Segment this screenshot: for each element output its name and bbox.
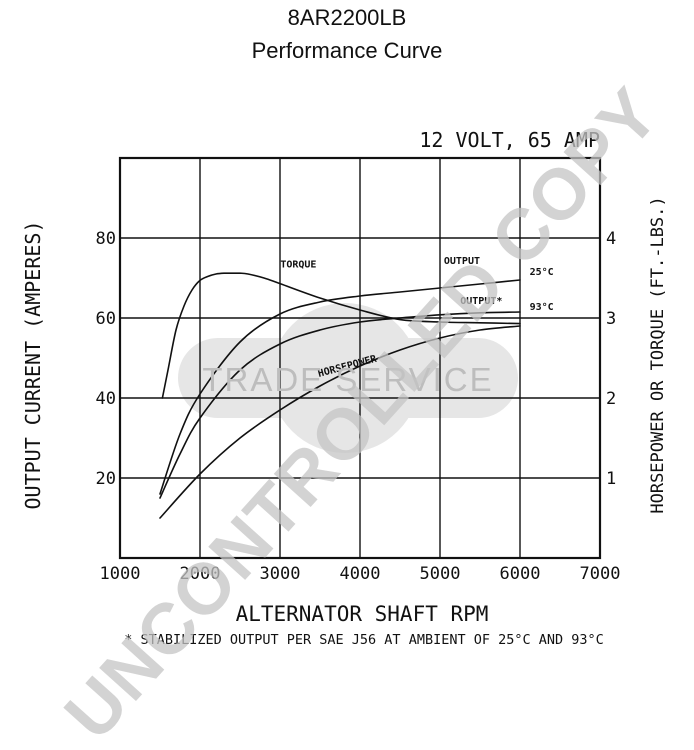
y-axis-label-left: OUTPUT CURRENT (AMPERES) <box>21 221 45 510</box>
series-lines <box>159 272 521 519</box>
grid <box>120 158 600 558</box>
x-tick-label: 6000 <box>500 564 541 584</box>
y-axis-label-right: HORSEPOWER OR TORQUE (FT.-LBS.) <box>648 196 668 513</box>
x-tick-label: 4000 <box>340 564 381 584</box>
y-tick-label-left: 60 <box>96 309 116 329</box>
x-tick-label: 1000 <box>100 564 141 584</box>
series-end-label-25c: 25°C <box>530 267 554 278</box>
series-line-output-0 <box>159 279 521 495</box>
x-tick-label: 2000 <box>180 564 221 584</box>
y-tick-label-left: 80 <box>96 229 116 249</box>
y-tick-label-right: 3 <box>606 309 616 329</box>
watermark-badge-circle <box>270 303 420 453</box>
chart-model-title: 8AR2200LB <box>288 5 407 30</box>
tick-labels: 1000 2000 3000 4000 5000 6000 7000 20 40 60 80 1 2 3 4 <box>96 229 621 584</box>
series-label-torque: TORQUE <box>280 260 316 271</box>
series-end-label-93c: 93°C <box>530 302 554 313</box>
y-tick-label-right: 2 <box>606 389 616 409</box>
x-axis-label: ALTERNATOR SHAFT RPM <box>236 602 489 626</box>
chart-title: 12 VOLT, 65 AMP <box>419 128 600 152</box>
series-label-output-star: OUTPUT* <box>460 296 502 307</box>
series-line-horsepower-3 <box>159 325 521 519</box>
y-tick-label-right: 4 <box>606 229 616 249</box>
chart-subtitle: Performance Curve <box>252 38 443 63</box>
watermark-center-text: TRADE SERVICE <box>202 361 493 398</box>
x-tick-label: 7000 <box>580 564 621 584</box>
y-tick-label-left: 20 <box>96 469 116 489</box>
y-tick-label-left: 40 <box>96 389 116 409</box>
footnote: * STABILIZED OUTPUT PER SAE J56 AT AMBIE… <box>124 632 604 648</box>
x-tick-label: 3000 <box>260 564 301 584</box>
plot-frame <box>118 156 602 560</box>
y-tick-label-right: 1 <box>606 469 616 489</box>
series-line-torque-2 <box>161 272 521 399</box>
series-label-output: OUTPUT <box>444 256 480 267</box>
watermark-diagonal-text: UNCONTROLLED COPY <box>50 73 675 750</box>
series-line-output-1 <box>159 311 521 499</box>
x-tick-label: 5000 <box>420 564 461 584</box>
